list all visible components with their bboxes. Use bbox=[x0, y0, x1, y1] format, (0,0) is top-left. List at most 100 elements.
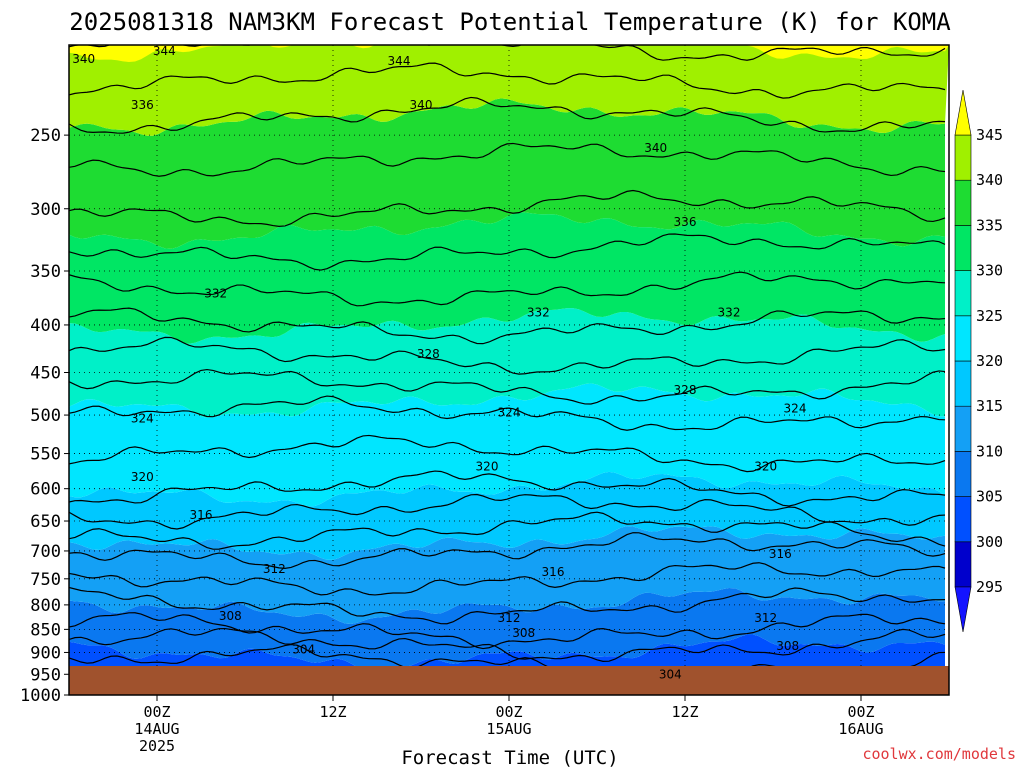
y-tick-label: 900 bbox=[30, 643, 61, 663]
contour-labels: 344 340 344 336 340 340 336 332 332 332 328 328 324 3… bbox=[72, 44, 806, 682]
colorbar-swatch bbox=[954, 496, 972, 543]
colorbar: 295 300 305 310 315 320 325 330 335 340 345 bbox=[954, 89, 1003, 633]
isentrope-332 bbox=[69, 271, 946, 307]
colorbar-label: 320 bbox=[976, 352, 1003, 370]
isentrope-308 bbox=[69, 612, 946, 650]
colorbar-label: 345 bbox=[976, 126, 1003, 144]
isentrope-320 bbox=[69, 470, 946, 507]
x-tick-label: 00Z bbox=[847, 703, 874, 721]
y-axis: 250 300 350 400 450 500 550 600 650 700 750 800 850 9… bbox=[20, 126, 69, 706]
credit-text: coolwx.com/models bbox=[862, 745, 1016, 763]
contour-label: 312 bbox=[498, 611, 521, 625]
y-tick-label: 550 bbox=[30, 445, 61, 465]
theta-band-320 bbox=[69, 383, 945, 507]
isentrope-334 bbox=[69, 233, 946, 271]
colorbar-swatch bbox=[954, 134, 972, 181]
colorbar-swatch bbox=[954, 315, 972, 362]
colorbar-label: 325 bbox=[976, 307, 1003, 325]
x-tick-label: 12Z bbox=[671, 703, 698, 721]
chart-title: 2025081318 NAM3KM Forecast Potential Tem… bbox=[69, 8, 951, 36]
isentrope-318 bbox=[69, 493, 946, 530]
colorbar-label: 310 bbox=[976, 442, 1003, 460]
theta-band-310 bbox=[69, 526, 945, 625]
contour-label: 340 bbox=[410, 98, 433, 112]
x-tick-label: 00Z bbox=[495, 703, 522, 721]
x-tick-label: 15AUG bbox=[486, 720, 531, 738]
isentrope-322 bbox=[69, 434, 946, 473]
contour-label: 324 bbox=[498, 406, 521, 420]
isentrope-330 bbox=[69, 307, 946, 345]
colorbar-label: 335 bbox=[976, 216, 1003, 234]
isentrope-328 bbox=[69, 336, 946, 375]
contour-label: 316 bbox=[769, 547, 792, 561]
y-tick-label: 300 bbox=[30, 200, 61, 220]
theta-band-345 bbox=[69, 45, 949, 63]
colorbar-label: 300 bbox=[976, 533, 1003, 551]
isentrope-306 bbox=[69, 627, 946, 662]
x-tick-label: 14AUG bbox=[134, 720, 179, 738]
y-tick-label: 250 bbox=[30, 126, 61, 146]
contour-label: 320 bbox=[754, 460, 777, 474]
y-tick-label: 400 bbox=[30, 316, 61, 336]
contour-label: 332 bbox=[718, 306, 741, 320]
x-axis-label: Forecast Time (UTC) bbox=[401, 747, 618, 768]
isentrope-344 bbox=[69, 45, 946, 61]
contour-label: 320 bbox=[131, 470, 154, 484]
contour-label: 312 bbox=[754, 611, 777, 625]
y-tick-label: 650 bbox=[30, 512, 61, 532]
x-tick-label: 00Z bbox=[143, 703, 170, 721]
theta-band-325 bbox=[69, 308, 945, 418]
contour-label: 308 bbox=[776, 639, 799, 653]
isentrope-324 bbox=[69, 395, 946, 431]
colorbar-extend-high bbox=[954, 89, 972, 136]
colorbar-extend-low bbox=[954, 586, 972, 633]
ground-surface bbox=[69, 666, 949, 695]
contour-label: 316 bbox=[190, 508, 213, 522]
contour-label: 324 bbox=[131, 411, 154, 425]
contour-label: 320 bbox=[476, 460, 499, 474]
y-tick-label: 500 bbox=[30, 406, 61, 426]
colorbar-swatch bbox=[954, 225, 972, 271]
theta-band-330 bbox=[69, 212, 945, 344]
isentrope-314 bbox=[69, 532, 946, 569]
contour-label: 308 bbox=[512, 626, 535, 640]
y-tick-label: 1000 bbox=[20, 686, 61, 706]
contour-label: 316 bbox=[542, 565, 565, 579]
isentrope-312 bbox=[69, 562, 946, 596]
contour-label: 324 bbox=[784, 402, 807, 416]
contour-label: 304 bbox=[292, 643, 315, 657]
contour-label: 312 bbox=[263, 562, 286, 576]
x-tick-label: 12Z bbox=[319, 703, 346, 721]
contour-label: 328 bbox=[417, 347, 440, 361]
y-tick-label: 350 bbox=[30, 262, 61, 282]
y-tick-label: 800 bbox=[30, 596, 61, 616]
colorbar-swatch bbox=[954, 405, 972, 452]
contour-label: 336 bbox=[674, 215, 697, 229]
y-tick-label: 950 bbox=[30, 665, 61, 685]
x-tick-label: 16AUG bbox=[838, 720, 883, 738]
y-tick-label: 450 bbox=[30, 364, 61, 384]
isentrope-326 bbox=[69, 368, 946, 405]
contour-label: 340 bbox=[72, 52, 95, 66]
colorbar-label: 315 bbox=[976, 397, 1003, 415]
colorbar-label: 295 bbox=[976, 578, 1003, 596]
contour-label: 308 bbox=[219, 609, 242, 623]
y-tick-label: 700 bbox=[30, 542, 61, 562]
contour-label: 344 bbox=[153, 44, 176, 58]
contour-label: 336 bbox=[131, 98, 154, 112]
colorbar-swatch bbox=[954, 541, 972, 588]
isentrope-342 bbox=[69, 62, 946, 99]
y-tick-label: 600 bbox=[30, 480, 61, 500]
contour-label: 344 bbox=[388, 54, 411, 68]
colorbar-swatch bbox=[954, 451, 972, 497]
contour-label: 304 bbox=[659, 668, 682, 682]
contour-label: 332 bbox=[204, 286, 227, 300]
contour-label: 332 bbox=[527, 306, 550, 320]
contour-label: 328 bbox=[674, 383, 697, 397]
colorbar-label: 305 bbox=[976, 488, 1003, 506]
theta-band-305 bbox=[69, 588, 945, 671]
x-tick-label: 2025 bbox=[139, 737, 175, 755]
isentrope-336 bbox=[69, 189, 946, 228]
y-tick-label: 750 bbox=[30, 570, 61, 590]
